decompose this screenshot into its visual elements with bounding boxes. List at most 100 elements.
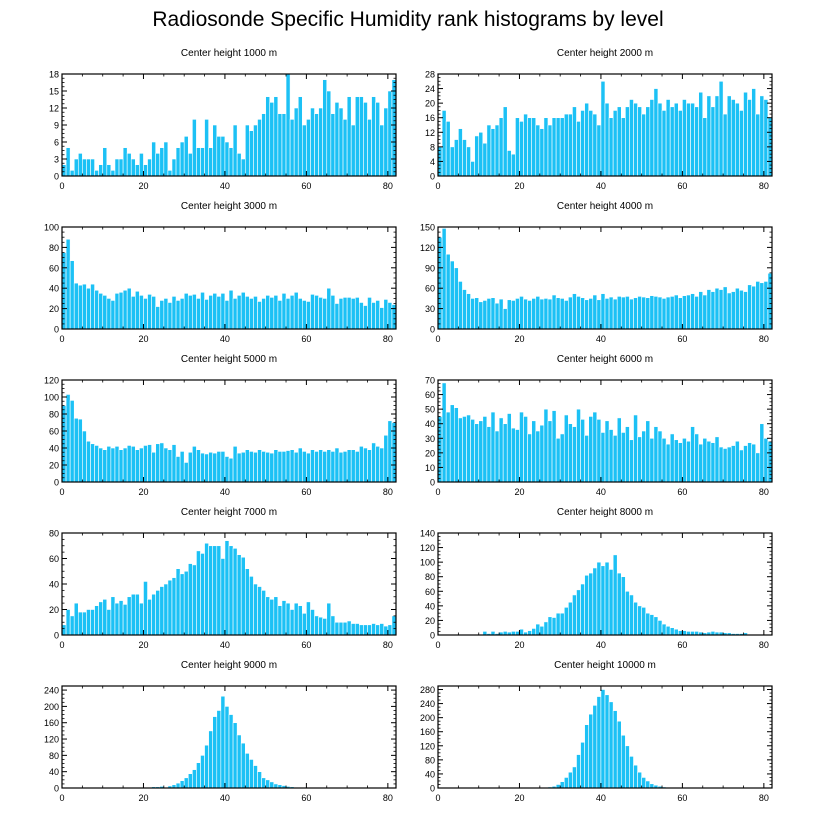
- histogram-bar: [143, 581, 148, 636]
- histogram-bar: [535, 296, 541, 330]
- histogram-bar: [330, 295, 336, 330]
- histogram-bar: [694, 433, 699, 483]
- histogram-bar: [726, 95, 732, 177]
- histogram-bar: [257, 586, 262, 636]
- histogram-bar: [367, 449, 372, 483]
- histogram-bar: [543, 621, 549, 636]
- histogram-bar: [354, 623, 360, 636]
- histogram-bar: [482, 416, 488, 483]
- histogram-bar: [204, 453, 209, 483]
- histogram-bar: [277, 451, 283, 483]
- histogram-bar: [596, 419, 602, 483]
- histogram-bar: [596, 124, 602, 177]
- histogram-bar: [212, 292, 218, 330]
- histogram-bar: [449, 146, 455, 177]
- histogram-bar: [559, 117, 565, 177]
- histogram-bar: [678, 110, 683, 177]
- histogram-bar: [244, 449, 250, 483]
- histogram-bar: [196, 550, 201, 636]
- histogram-bar: [69, 615, 75, 636]
- y-tick-label: 20: [49, 461, 59, 471]
- histogram-bar: [69, 400, 75, 483]
- histogram-bar: [94, 445, 99, 483]
- histogram-panel: Center height 5000 m 0 20 40 60 80 100 120 0 20 40…: [44, 354, 397, 497]
- histogram-bar: [183, 462, 189, 483]
- histogram-bar: [604, 298, 610, 330]
- histogram-bar: [490, 128, 496, 177]
- histogram-bar: [65, 238, 71, 330]
- histogram-bar: [584, 299, 590, 330]
- histogram-bar: [297, 96, 303, 177]
- panel-title: Center height 6000 m: [557, 354, 653, 365]
- histogram-bar: [625, 296, 630, 330]
- histogram-bar: [208, 451, 214, 483]
- histogram-bar: [486, 298, 492, 330]
- histogram-bar: [322, 451, 328, 483]
- histogram-bar: [383, 625, 389, 636]
- histogram-bar: [633, 601, 638, 636]
- y-tick-label: 20: [425, 448, 435, 458]
- y-tick-label: 60: [425, 587, 435, 597]
- histogram-bar: [555, 117, 561, 177]
- histogram-bar: [527, 300, 532, 330]
- histogram-bar: [755, 113, 761, 177]
- histogram-bar: [649, 437, 655, 483]
- histogram-bar: [596, 299, 602, 330]
- histogram-bar: [588, 572, 594, 636]
- histogram-bar: [690, 293, 695, 330]
- histogram-bar: [354, 96, 360, 177]
- histogram-bar: [596, 696, 602, 789]
- histogram-bar: [375, 102, 381, 177]
- y-tick-label: 60: [49, 427, 59, 437]
- x-tick-label: 20: [514, 793, 524, 803]
- histogram-bar: [265, 596, 271, 636]
- histogram-bar: [367, 297, 372, 330]
- histogram-bar: [678, 442, 683, 483]
- histogram-bar: [584, 435, 590, 483]
- histogram-bar: [633, 414, 638, 483]
- histogram-bar: [466, 293, 471, 330]
- histogram-bar: [555, 437, 561, 483]
- histogram-bar: [200, 553, 205, 636]
- y-tick-label: 18: [49, 70, 59, 80]
- histogram-bar: [322, 79, 328, 177]
- histogram-bar: [212, 545, 218, 636]
- y-tick-label: 40: [425, 601, 435, 611]
- histogram-bar: [179, 451, 185, 483]
- histogram-bar: [653, 296, 659, 330]
- panel-title: Center height 2000 m: [557, 48, 653, 59]
- histogram-bar: [143, 445, 148, 483]
- histogram-bar: [466, 146, 471, 177]
- histogram-bar: [519, 411, 524, 483]
- histogram-bar: [551, 617, 557, 636]
- histogram-bar: [359, 96, 364, 177]
- x-tick-label: 20: [138, 181, 148, 191]
- histogram-bar: [600, 565, 606, 636]
- histogram-bar: [175, 782, 181, 789]
- histogram-bar: [592, 705, 598, 789]
- histogram-bar: [293, 602, 299, 636]
- histogram-bar: [90, 283, 95, 330]
- histogram-bar: [584, 102, 590, 177]
- histogram-bar: [346, 96, 352, 177]
- histogram-bar: [576, 408, 581, 483]
- histogram-bar: [106, 445, 112, 483]
- histogram-bar: [572, 426, 577, 483]
- x-tick-label: 60: [677, 181, 687, 191]
- x-tick-label: 0: [435, 793, 440, 803]
- x-tick-label: 40: [220, 487, 230, 497]
- plot-frame: [437, 685, 773, 789]
- histogram-bar: [171, 444, 177, 483]
- histogram-bar: [367, 119, 372, 177]
- histogram-bar: [220, 136, 226, 177]
- histogram-bar: [106, 298, 112, 330]
- histogram-bar: [383, 434, 389, 483]
- histogram-bar: [326, 449, 332, 483]
- histogram-bar: [612, 298, 618, 330]
- histogram-bar: [584, 724, 590, 789]
- histogram-bar: [224, 540, 230, 636]
- y-tick-label: 0: [430, 325, 435, 335]
- histogram-bar: [147, 444, 152, 483]
- histogram-bar: [65, 609, 71, 636]
- histogram-bar: [657, 430, 663, 483]
